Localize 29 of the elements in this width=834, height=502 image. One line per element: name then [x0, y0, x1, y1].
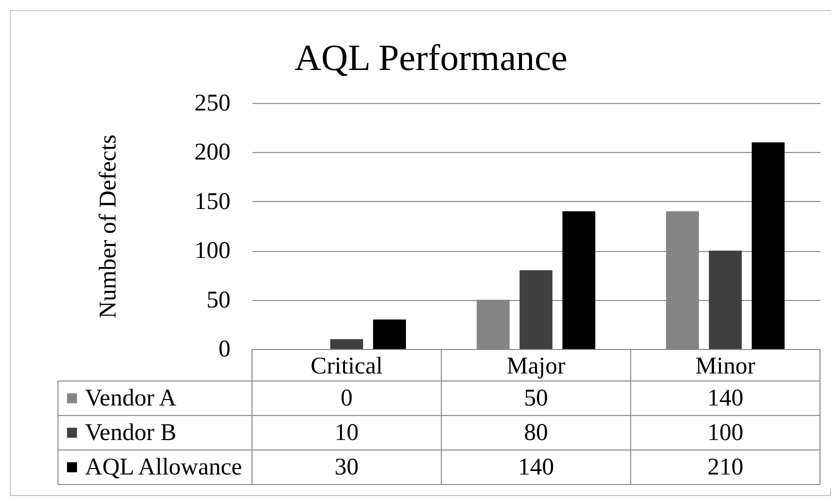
legend-label: Vendor B: [85, 420, 176, 446]
bar: [520, 270, 552, 349]
x-tick-label: Critical: [310, 354, 383, 380]
bar: [330, 339, 364, 349]
data-label: 30: [334, 454, 359, 480]
y-tick-label: 50: [206, 287, 230, 314]
bar: [708, 250, 742, 349]
legend-label: AQL Allowance: [85, 454, 242, 480]
bar: [562, 211, 596, 349]
y-axis-title: Number of Defects: [96, 134, 122, 318]
y-tick-label: 100: [194, 238, 230, 264]
bar: [752, 142, 785, 349]
y-tick-label: 150: [194, 188, 230, 215]
chart-title: AQL Performance: [294, 38, 568, 79]
y-tick-label: 200: [194, 140, 230, 166]
legend-label: Vendor A: [85, 385, 177, 412]
data-label: 0: [340, 385, 353, 412]
data-label: 140: [707, 385, 744, 412]
y-tick-label: 250: [194, 90, 230, 116]
data-label: 140: [518, 454, 554, 480]
bar: [373, 319, 406, 349]
data-label: 210: [707, 454, 744, 480]
data-label: 80: [524, 420, 548, 446]
data-label: 50: [524, 385, 548, 412]
data-label: 10: [334, 420, 359, 446]
x-tick-label: Major: [506, 354, 566, 380]
y-tick-label: 0: [218, 336, 230, 362]
x-tick-label: Minor: [695, 354, 756, 380]
data-label: 100: [707, 420, 744, 446]
